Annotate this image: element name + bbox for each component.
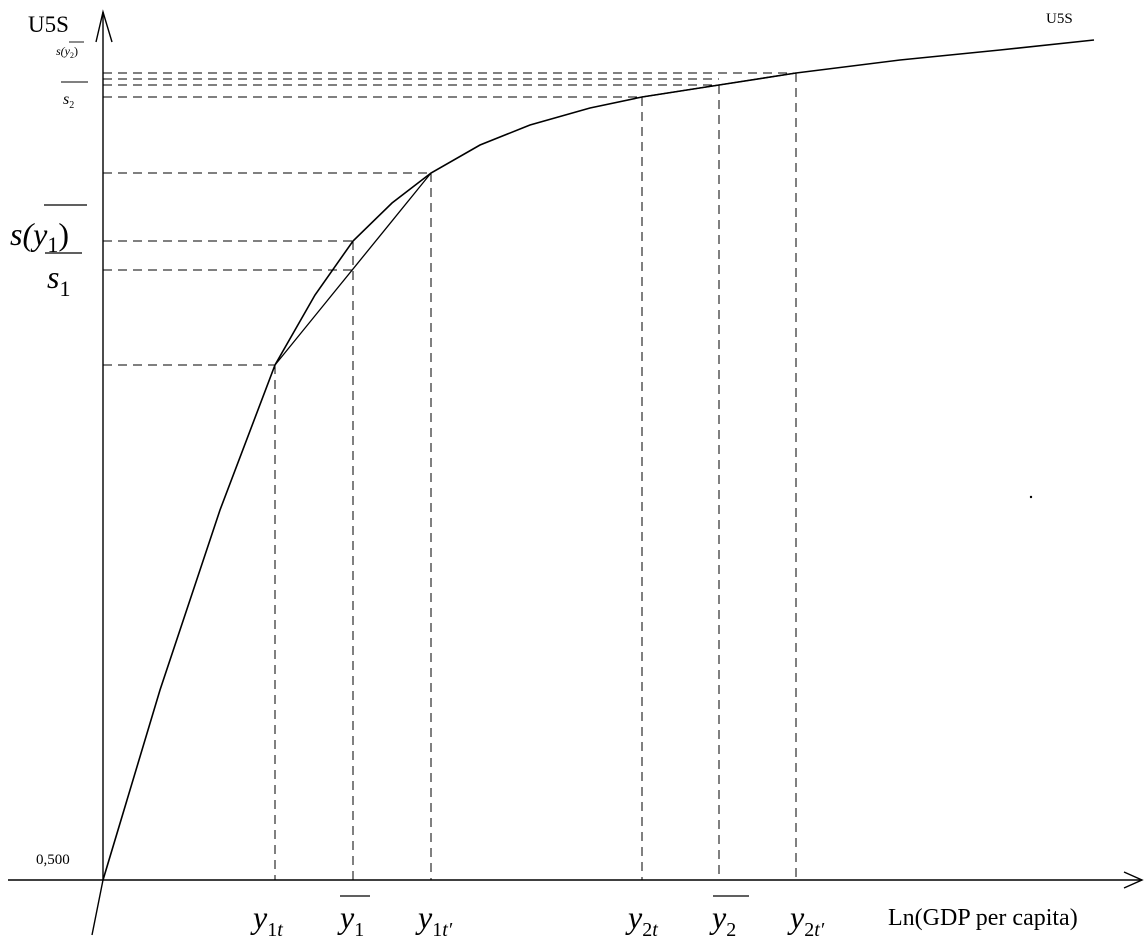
label-y1tp: y1t′: [415, 899, 453, 941]
u5s-curve: [102, 39, 1095, 881]
label-s1bar-base: s: [47, 259, 59, 295]
label-y1bar-base: y: [337, 899, 355, 935]
chord-2: [641, 72, 797, 98]
origin-label: 0,500: [36, 852, 70, 868]
label-s-y1bar-base: y: [30, 216, 48, 252]
label-y1bar: y1: [337, 899, 364, 941]
label-s-y2bar-pre: s(: [56, 44, 66, 58]
label-s2bar: s2: [63, 91, 74, 111]
chord-1: [274, 172, 432, 366]
label-y1tp-sub: 1: [432, 919, 442, 941]
curve-label: U5S: [1046, 11, 1073, 27]
label-s-y1bar-sub: 1: [47, 232, 58, 257]
label-s-y1bar-pre: s(: [10, 216, 35, 252]
guide-lines: [103, 72, 797, 880]
label-y1tp-base: y: [415, 899, 433, 935]
axes: [8, 9, 1144, 936]
label-y1t-base: y: [250, 899, 268, 935]
label-y2t-base: y: [625, 899, 643, 935]
label-s-y1bar: s(y1): [10, 216, 69, 257]
label-y2bar-sub: 2: [726, 919, 736, 941]
label-y2tp-base: y: [787, 899, 805, 935]
label-y1t-sub: 1: [267, 919, 277, 941]
y-axis-tail: [91, 879, 104, 936]
label-s1bar-sub: 1: [59, 276, 70, 301]
stray-dot: [1029, 495, 1033, 499]
label-s2bar-sub: 2: [69, 100, 74, 111]
y-axis-arrow: [95, 9, 113, 43]
label-y2tp: y2t′: [787, 899, 825, 941]
label-y1t-subsub: t: [277, 919, 283, 941]
label-y1tp-subsub: t′: [442, 919, 453, 941]
label-y2t-sub: 2: [642, 919, 652, 941]
label-s-y2bar-base: y: [64, 44, 71, 58]
label-s1bar: s1: [47, 259, 70, 301]
label-s-y2bar: s(y2): [56, 44, 78, 60]
x-axis-label: Ln(GDP per capita): [888, 905, 1078, 931]
curve-group: [102, 39, 1095, 881]
label-s-y1bar-post: ): [58, 216, 69, 252]
label-y2t: y2t: [625, 899, 658, 941]
label-s-y2bar-post: ): [74, 44, 78, 58]
label-s-y2bar-sub: 2: [70, 51, 74, 60]
label-y2bar-base: y: [709, 899, 727, 935]
label-y1t: y1t: [250, 899, 283, 941]
label-y2bar: y2: [709, 899, 736, 941]
y-axis-label: U5S: [28, 12, 69, 37]
label-y2tp-subsub: t′: [814, 919, 825, 941]
label-y1bar-sub: 1: [354, 919, 364, 941]
x-axis-arrow: [1123, 871, 1144, 889]
label-y2t-subsub: t: [652, 919, 658, 941]
label-y2tp-sub: 2: [804, 919, 814, 941]
label-s2bar-base: s: [63, 91, 69, 108]
